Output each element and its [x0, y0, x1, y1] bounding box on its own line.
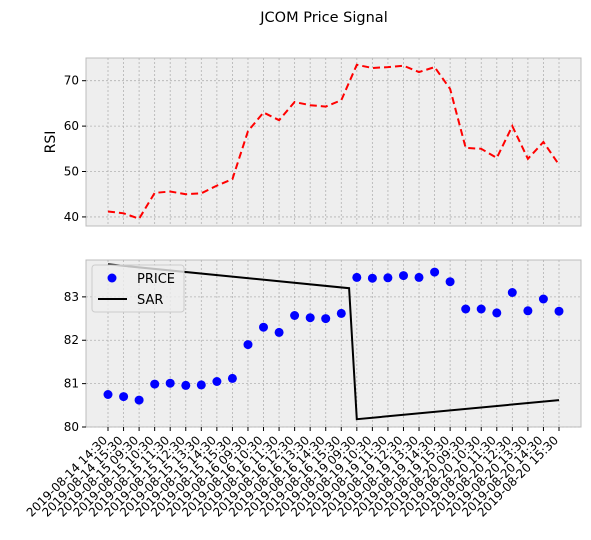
price-point — [539, 295, 548, 304]
legend-price-marker — [108, 274, 117, 283]
price-point — [212, 377, 221, 386]
price-y-tick-label: 82 — [64, 333, 79, 347]
price-point — [352, 273, 361, 282]
rsi-plot-area — [86, 58, 581, 226]
rsi-y-tick-label: 70 — [64, 74, 79, 88]
price-point — [508, 288, 517, 297]
price-y-tick-label: 80 — [64, 420, 79, 434]
price-point — [119, 392, 128, 401]
price-y-tick-label: 81 — [64, 377, 79, 391]
figure-title: JCOM Price Signal — [259, 10, 387, 26]
price-point — [135, 396, 144, 405]
price-point — [492, 308, 501, 317]
price-point — [259, 323, 268, 332]
price-point — [430, 268, 439, 277]
price-point — [197, 380, 206, 389]
price-point — [477, 305, 486, 314]
price-point — [461, 305, 470, 314]
rsi-y-tick-label: 60 — [64, 119, 79, 133]
price-point — [368, 274, 377, 283]
price-point — [275, 328, 284, 337]
price-point — [337, 309, 346, 318]
price-point — [399, 271, 408, 280]
price-point — [290, 311, 299, 320]
price-point — [150, 380, 159, 389]
rsi-y-tick-label: 40 — [64, 210, 79, 224]
price-point — [104, 390, 113, 399]
price-point — [228, 374, 237, 383]
price-point — [555, 307, 564, 316]
price-point — [181, 381, 190, 390]
price-point — [383, 273, 392, 282]
price-point — [523, 306, 532, 315]
price-point — [321, 314, 330, 323]
price-point — [446, 277, 455, 286]
price-point — [306, 313, 315, 322]
price-point — [415, 273, 424, 282]
rsi-panel: 40 50 60 70 RSI — [43, 58, 581, 226]
legend-sar-label: SAR — [137, 293, 163, 308]
legend: PRICE SAR — [92, 265, 184, 312]
price-y-tick-label: 83 — [64, 290, 79, 304]
legend-price-label: PRICE — [137, 272, 175, 287]
price-point — [244, 340, 253, 349]
rsi-axis-label: RSI — [43, 131, 59, 154]
price-point — [166, 379, 175, 388]
rsi-y-tick-label: 50 — [64, 165, 79, 179]
